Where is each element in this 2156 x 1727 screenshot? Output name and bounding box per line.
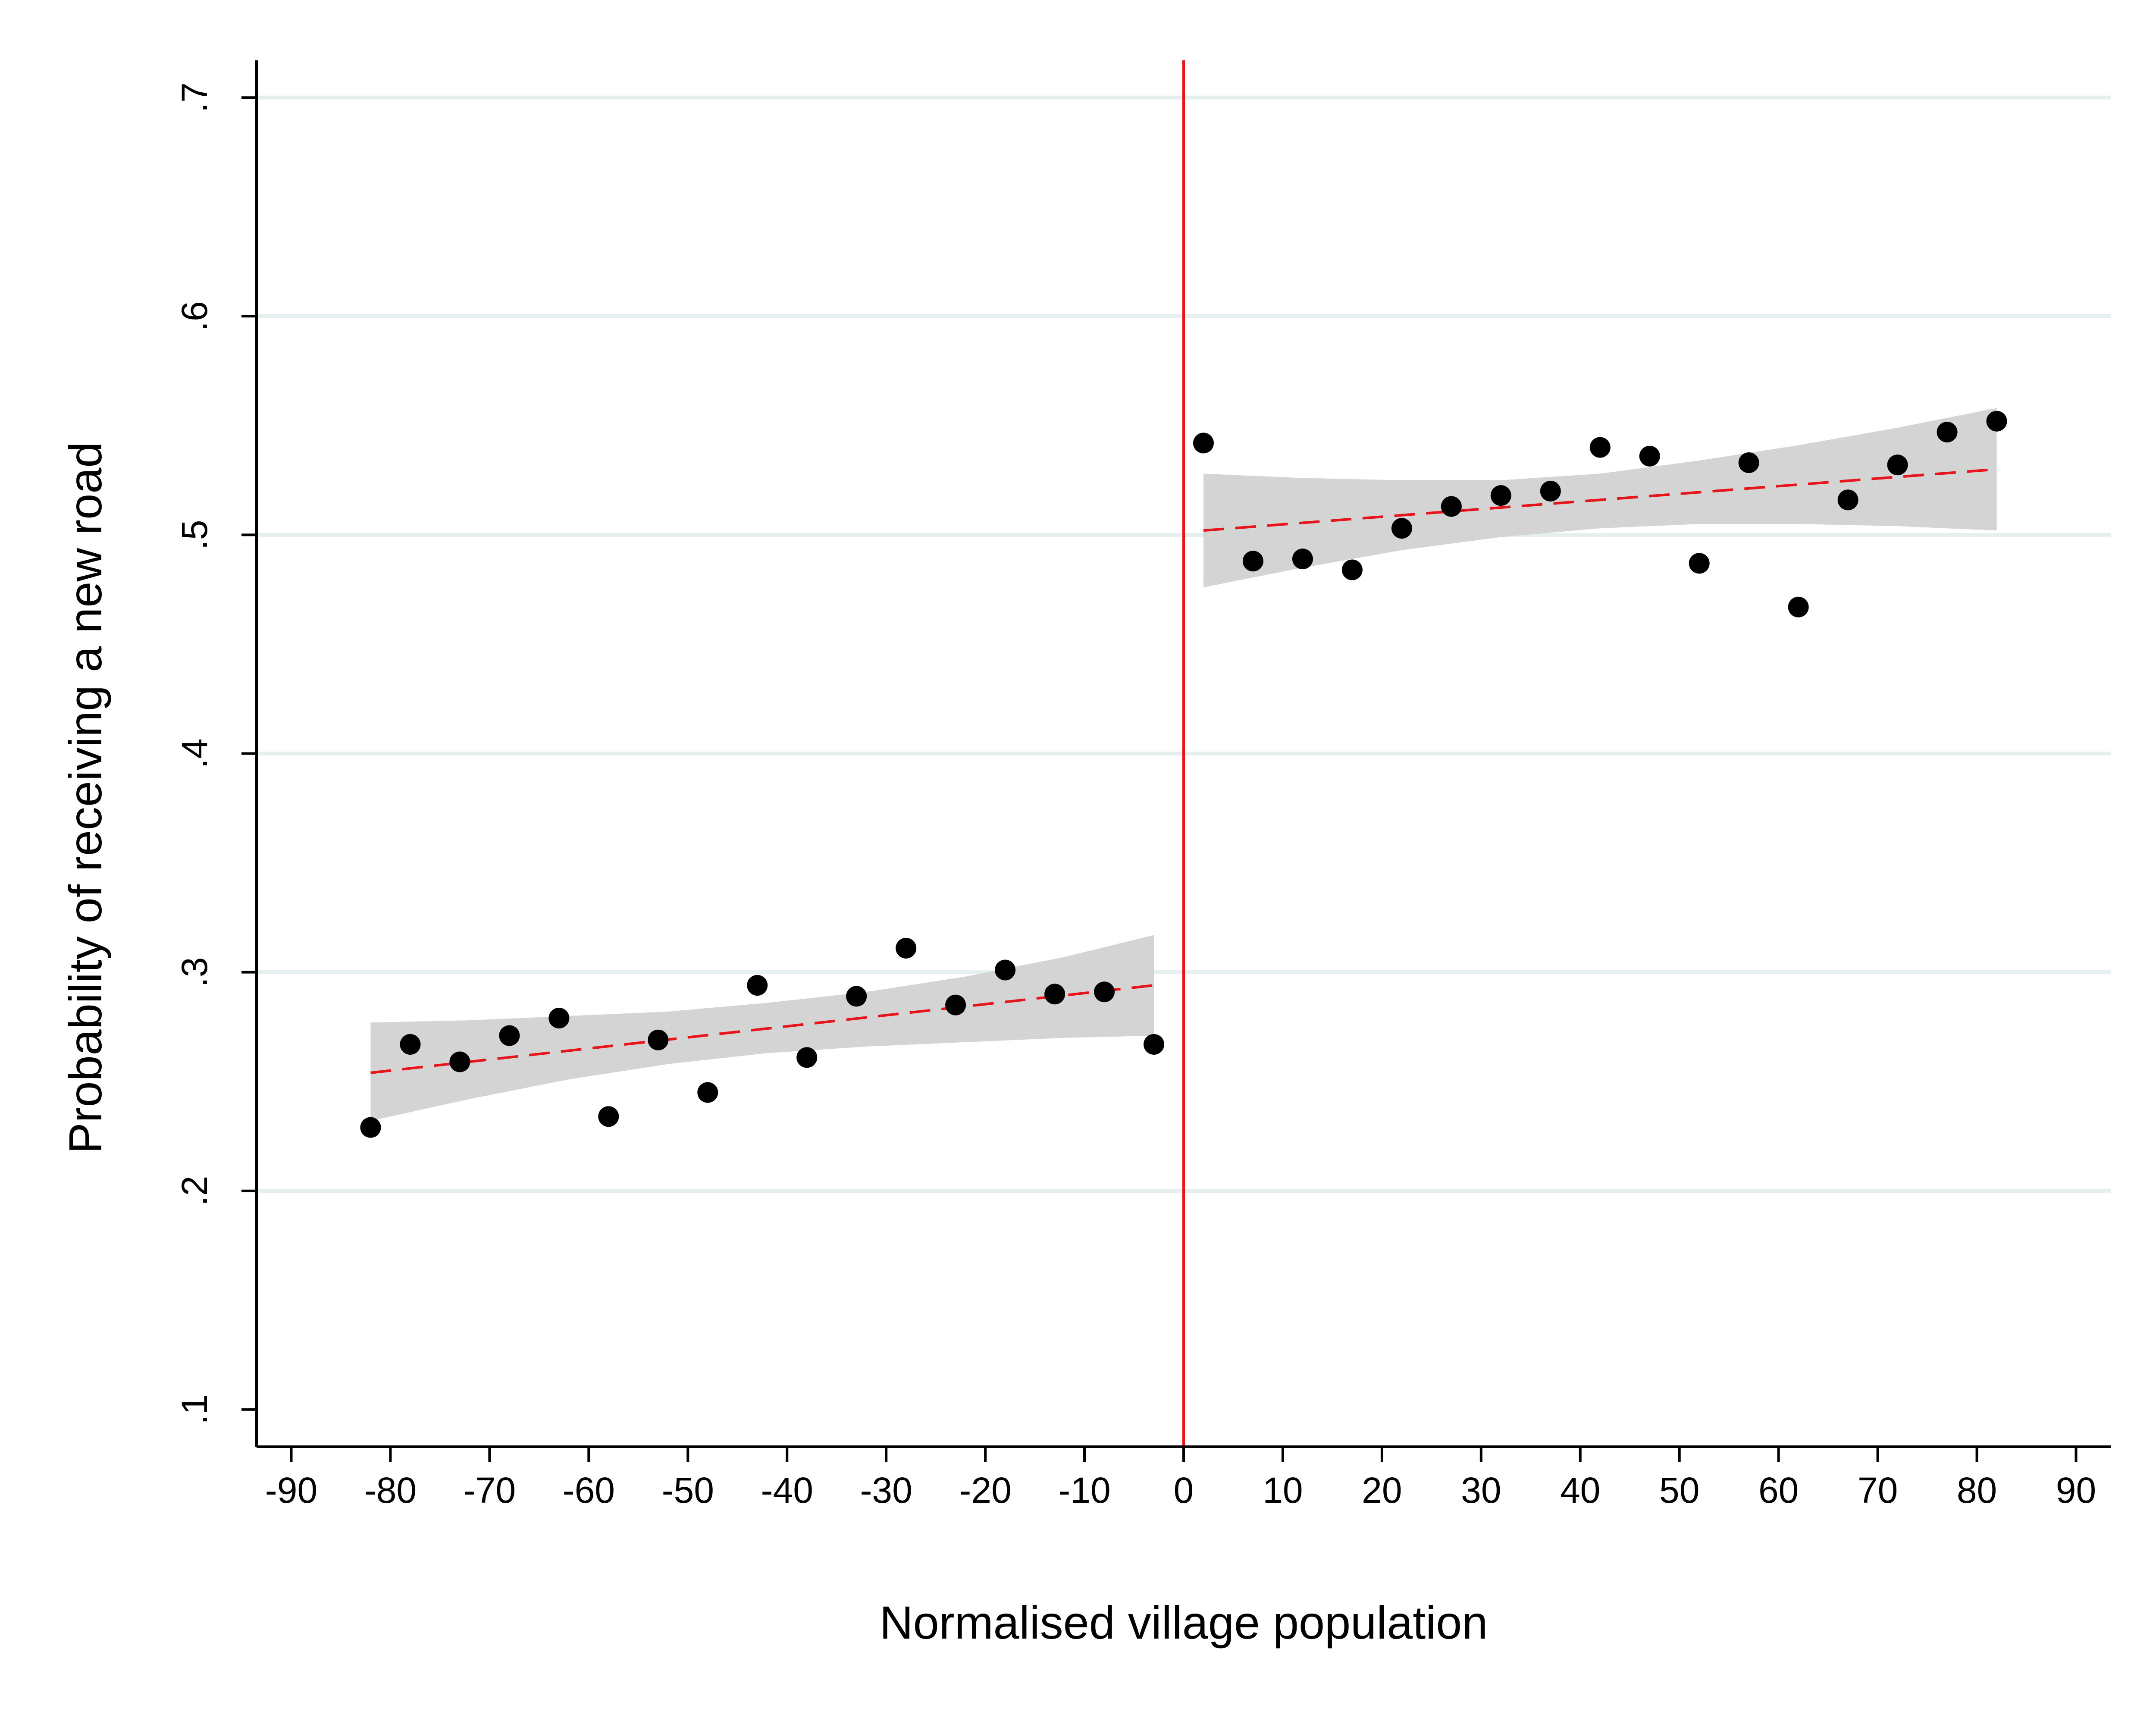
data-point [1144,1034,1165,1055]
x-tick-label: 40 [1560,1470,1600,1511]
fit-line-left [370,984,1154,1074]
confidence-band-right [1203,408,1997,588]
x-tick-label: -70 [464,1470,516,1511]
x-tick-label: 70 [1858,1470,1898,1511]
y-tick-label: .5 [174,520,215,550]
x-tick-label: -60 [563,1470,615,1511]
fit-lines [370,468,1997,1074]
data-point [1490,485,1511,506]
data-point [1292,549,1313,570]
data-point [499,1025,520,1046]
data-point [945,994,966,1016]
data-point [1837,489,1858,511]
axes: -90 -80 -70 -60 -50 -40 -30 -20 -10 0 10 20 30 40 50 60… [174,60,2111,1511]
data-point [747,975,768,996]
fit-line-right [1203,468,1997,532]
data-point [1540,480,1561,501]
data-point [1788,596,1809,617]
data-point [796,1047,818,1068]
data-point [1242,551,1263,572]
data-point [1937,422,1958,443]
x-tick-label: -30 [860,1470,912,1511]
x-tick-label: -40 [761,1470,813,1511]
y-tick-label: .4 [174,738,215,768]
data-point [1094,981,1115,1003]
y-tick-label: .7 [174,82,215,113]
x-tick-label: 50 [1659,1470,1699,1511]
data-point [1391,518,1412,539]
data-point [400,1034,421,1055]
data-point [1689,553,1710,574]
x-tick-label: 20 [1362,1470,1402,1511]
data-point [995,959,1016,981]
data-point [846,986,867,1007]
x-tick-label: -10 [1058,1470,1110,1511]
data-point [1341,559,1363,580]
data-point [1441,496,1462,517]
data-point [1639,445,1660,467]
x-tick-label: -20 [959,1470,1011,1511]
y-tick-label: .2 [174,1176,215,1206]
x-tick-label: 0 [1174,1470,1194,1511]
x-axis-title: Normalised village population [880,1596,1488,1649]
data-point [896,937,917,959]
data-point [1887,454,1908,476]
data-point [697,1082,718,1103]
x-tick-label: 80 [1957,1470,1997,1511]
y-tick-label: .3 [174,957,215,987]
data-point [449,1051,470,1072]
x-tick-label: 90 [2056,1470,2096,1511]
y-tick-label: .1 [174,1395,215,1425]
data-point [1044,984,1065,1005]
data-points [360,411,2007,1138]
data-point [360,1117,381,1138]
x-tick-label: -90 [265,1470,317,1511]
data-point [598,1106,619,1127]
x-tick-label: 60 [1758,1470,1799,1511]
data-point [1589,437,1611,458]
x-tick-label: 10 [1263,1470,1303,1511]
x-tick-label: -80 [364,1470,417,1511]
x-tick-label: -50 [662,1470,714,1511]
y-axis-title: Probability of receiving a new road [59,442,111,1154]
data-point [1986,411,2007,432]
x-tick-label: 30 [1461,1470,1501,1511]
data-point [548,1008,570,1029]
data-point [1738,452,1759,473]
data-point [1193,433,1214,454]
y-tick-label: .6 [174,301,215,331]
data-point [648,1029,669,1050]
